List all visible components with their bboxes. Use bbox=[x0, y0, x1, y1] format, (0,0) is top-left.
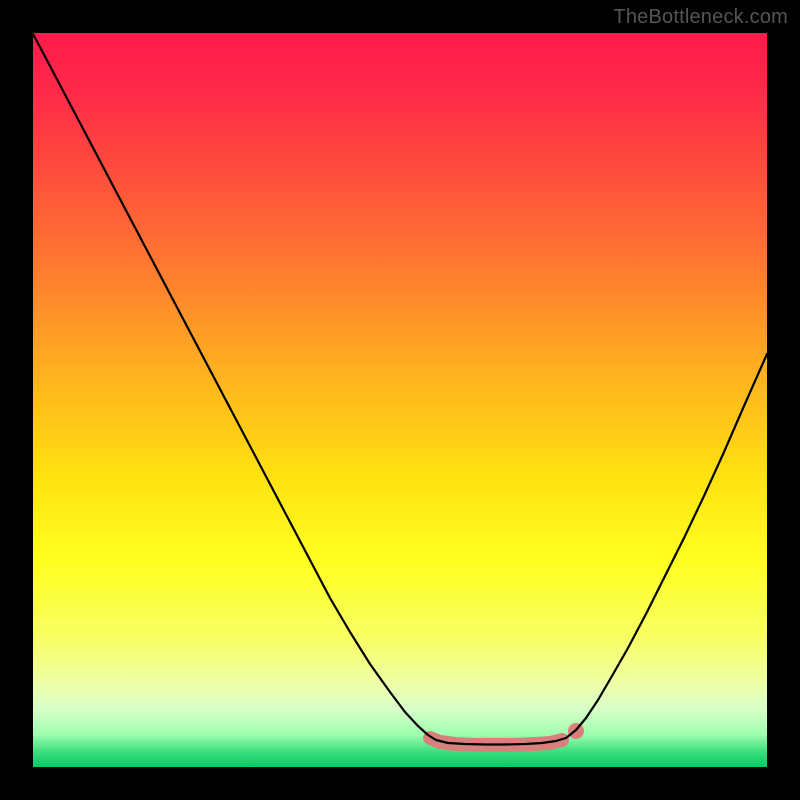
watermark-text: TheBottleneck.com bbox=[613, 6, 788, 29]
bottleneck-chart bbox=[0, 0, 800, 800]
chart-svg bbox=[0, 0, 800, 800]
plot-background bbox=[33, 33, 767, 767]
